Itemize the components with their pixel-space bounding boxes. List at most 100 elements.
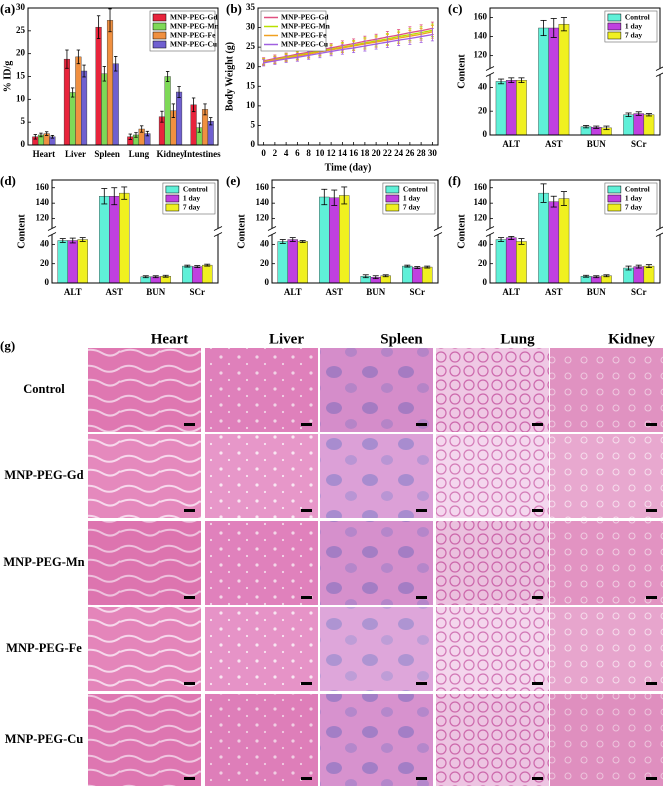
y-tick-label: 15 xyxy=(246,80,256,90)
y-tick-label: 40 xyxy=(478,81,488,91)
x-tick-label: 10 xyxy=(315,148,325,158)
legend-swatch xyxy=(385,194,400,203)
x-axis-label: Time (day) xyxy=(325,162,372,173)
tissue-image xyxy=(205,607,318,691)
y-axis-label: Content xyxy=(456,214,467,249)
axis-break-mark xyxy=(267,232,277,237)
axis-break-mark xyxy=(485,232,495,237)
bar xyxy=(106,20,114,146)
x-tick-label: ALT xyxy=(64,287,82,297)
tissue-shade xyxy=(550,607,663,691)
series-line xyxy=(263,27,433,62)
tissue-image xyxy=(88,434,201,518)
legend-label: MNP-PEG-Mn xyxy=(170,22,220,31)
y-tick-label: 0 xyxy=(21,139,26,149)
bar xyxy=(538,27,549,136)
scale-bar xyxy=(184,509,195,512)
row-label: Control xyxy=(23,382,65,396)
bar xyxy=(516,80,527,136)
scale-bar xyxy=(532,423,543,426)
scale-bar xyxy=(532,777,543,780)
column-header: Heart xyxy=(151,331,188,347)
tissue-shade xyxy=(320,694,433,786)
y-tick-label: 160 xyxy=(256,182,270,192)
tissue-shade xyxy=(205,607,318,691)
x-tick-label: 30 xyxy=(428,148,438,158)
y-tick-label: 20 xyxy=(260,258,270,268)
y-tick-label: 0 xyxy=(251,139,256,149)
tissue-shade xyxy=(436,434,549,518)
axis-break-mark xyxy=(213,232,223,237)
x-tick-label: Liver xyxy=(65,149,86,159)
bar xyxy=(182,265,193,284)
axis-break-mark xyxy=(47,226,57,231)
y-tick-label: 40 xyxy=(260,238,270,248)
legend-swatch xyxy=(165,203,180,212)
tissue-image xyxy=(436,521,549,605)
x-tick-label: 18 xyxy=(360,148,370,158)
legend-swatch xyxy=(152,13,167,22)
legend-swatch xyxy=(607,185,622,194)
y-tick-label: 30 xyxy=(16,2,26,12)
scale-bar xyxy=(301,777,312,780)
row-label: MNP-PEG-Mn xyxy=(3,555,84,569)
tissue-shade xyxy=(205,348,318,432)
x-tick-label: 14 xyxy=(338,148,348,158)
axis-break-gap xyxy=(214,228,222,235)
axis-break-mark xyxy=(213,226,223,231)
legend-label: Control xyxy=(625,13,650,22)
axis-break-gap xyxy=(434,228,442,235)
bar xyxy=(633,113,645,136)
legend-swatch xyxy=(385,185,400,194)
plot-frame xyxy=(27,7,219,146)
x-tick-label: BUN xyxy=(146,287,166,297)
tissue-image xyxy=(550,607,663,691)
panel-label: (b) xyxy=(226,1,242,16)
scale-bar xyxy=(184,777,195,780)
bar xyxy=(175,91,183,146)
scale-bar xyxy=(416,596,427,599)
y-tick-label: 15 xyxy=(16,71,26,81)
scale-bar xyxy=(301,423,312,426)
x-tick-label: BUN xyxy=(587,287,607,297)
tissue-shade xyxy=(436,521,549,605)
axis-break-gap xyxy=(486,228,494,235)
legend-label: MNP-PEG-Fe xyxy=(281,31,327,40)
tissue-shade xyxy=(550,434,663,518)
x-tick-label: ALT xyxy=(502,139,520,149)
x-tick-label: ALT xyxy=(284,287,302,297)
y-tick-label: 40 xyxy=(40,238,50,248)
y-tick-label: 40 xyxy=(478,238,488,248)
legend-label: MNP-PEG-Cu xyxy=(281,40,328,49)
y-tick-label: 140 xyxy=(474,197,488,207)
axis-break-mark xyxy=(433,232,443,237)
bar xyxy=(319,196,330,284)
x-tick-label: 6 xyxy=(295,148,300,158)
legend-swatch xyxy=(607,22,622,31)
y-tick-label: 20 xyxy=(40,258,50,268)
tissue-shade xyxy=(320,434,433,518)
tissue-image xyxy=(320,694,433,786)
column-header: Spleen xyxy=(380,331,423,347)
axis-break-mark xyxy=(485,226,495,231)
y-axis-label: Content xyxy=(236,214,247,249)
legend-swatch xyxy=(165,185,180,194)
tissue-shade xyxy=(320,348,433,432)
tissue-shade xyxy=(320,607,433,691)
legend-swatch xyxy=(607,203,622,212)
tissue-shade xyxy=(550,348,663,432)
tissue-image xyxy=(436,694,549,786)
axis-break-mark xyxy=(47,232,57,237)
legend-label: Control xyxy=(183,185,208,194)
y-tick-label: 25 xyxy=(246,41,256,51)
scale-bar xyxy=(646,423,657,426)
y-tick-label: 5 xyxy=(251,119,256,129)
bar xyxy=(75,56,82,146)
bar xyxy=(192,266,203,284)
y-tick-label: 160 xyxy=(36,182,50,192)
bar xyxy=(623,114,634,136)
y-tick-label: 0 xyxy=(265,277,270,287)
scale-bar xyxy=(646,777,657,780)
tissue-shade xyxy=(320,521,433,605)
